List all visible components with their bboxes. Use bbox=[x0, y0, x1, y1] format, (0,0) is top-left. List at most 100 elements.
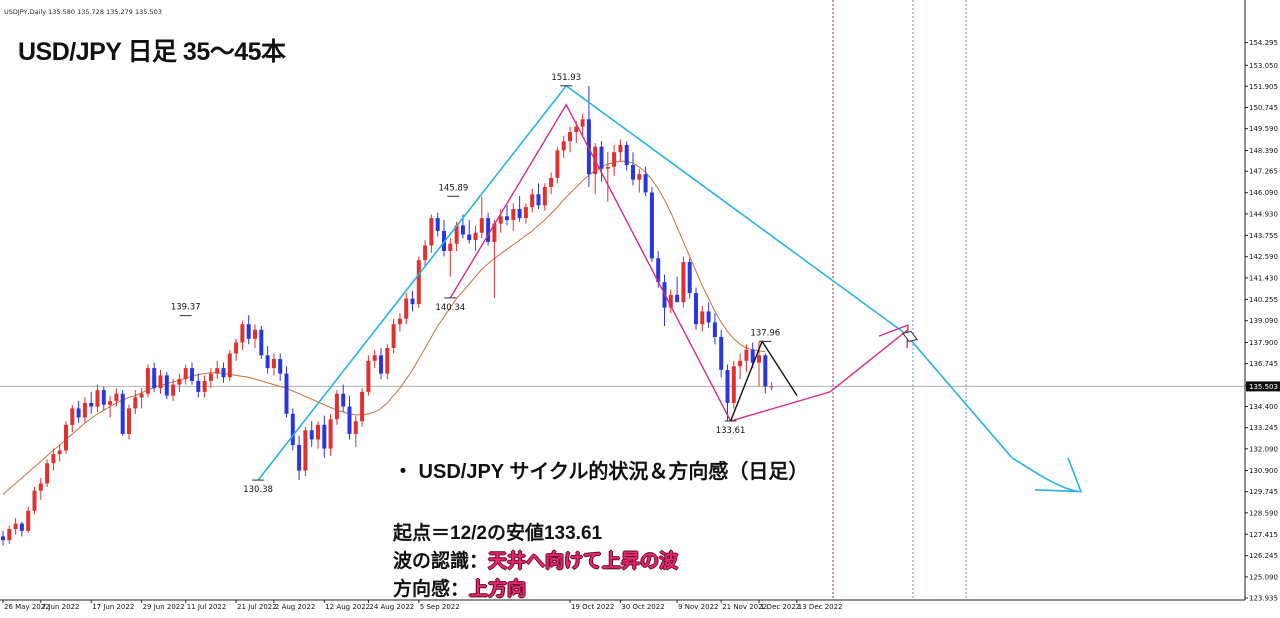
candle bbox=[70, 404, 75, 433]
candle bbox=[681, 256, 686, 308]
candle-body bbox=[57, 450, 62, 455]
candle-body bbox=[536, 194, 541, 206]
x-tick-label: 13 Dec 2022 bbox=[798, 603, 843, 611]
candle bbox=[725, 364, 730, 421]
candle bbox=[530, 188, 535, 213]
candle-body bbox=[517, 209, 522, 219]
candle-body bbox=[492, 223, 497, 242]
candle-body bbox=[561, 141, 566, 151]
candle-body bbox=[486, 218, 491, 242]
candle-body bbox=[511, 209, 516, 220]
candle bbox=[278, 353, 283, 381]
candle bbox=[133, 390, 138, 414]
y-tick-label: 150.745 bbox=[1249, 104, 1278, 112]
candle bbox=[265, 346, 270, 374]
start-point-text: 起点＝12/2の安値133.61 bbox=[393, 523, 603, 544]
y-tick-label: 148.390 bbox=[1249, 147, 1278, 155]
candle-body bbox=[757, 355, 761, 363]
candle-body bbox=[624, 144, 629, 165]
candle bbox=[45, 459, 50, 487]
x-tick-label: 21 Nov 2022 bbox=[722, 603, 767, 611]
candle-body bbox=[171, 384, 176, 396]
candle bbox=[19, 521, 24, 537]
candle bbox=[706, 302, 711, 328]
candle-body bbox=[397, 318, 402, 325]
candle bbox=[423, 240, 428, 268]
candle-body bbox=[89, 402, 94, 407]
candle bbox=[51, 448, 56, 471]
candle bbox=[379, 348, 383, 380]
x-tick-label: 17 Jun 2022 bbox=[92, 603, 134, 611]
candle bbox=[769, 382, 774, 391]
candle-body bbox=[353, 421, 358, 434]
cyan-arrowhead bbox=[1034, 457, 1083, 493]
y-tick-label: 128.590 bbox=[1249, 509, 1278, 517]
candle bbox=[391, 318, 396, 354]
x-tick-label: 29 Jun 2022 bbox=[143, 603, 185, 611]
candle bbox=[561, 135, 566, 158]
candle bbox=[215, 360, 220, 380]
candle bbox=[64, 421, 68, 455]
candle bbox=[341, 384, 346, 412]
candle bbox=[599, 141, 604, 182]
candle bbox=[360, 388, 365, 427]
candle-body bbox=[668, 294, 673, 308]
candle bbox=[328, 413, 333, 456]
candle bbox=[410, 291, 415, 312]
candle-body bbox=[19, 523, 24, 531]
y-tick-label: 133.245 bbox=[1249, 424, 1278, 432]
candle bbox=[202, 375, 207, 398]
candle bbox=[284, 366, 289, 418]
candle-body bbox=[309, 430, 314, 440]
price-point-label: 133.61 bbox=[716, 426, 746, 436]
candle bbox=[303, 426, 308, 477]
y-tick-label: 129.745 bbox=[1249, 488, 1278, 496]
candle-body bbox=[246, 324, 251, 339]
candle bbox=[612, 144, 617, 176]
candle bbox=[744, 344, 749, 372]
candle-body bbox=[435, 218, 440, 231]
current-price-badge: 135.503 bbox=[1246, 381, 1280, 392]
y-tick-label: 142.590 bbox=[1249, 253, 1278, 261]
candle-body bbox=[675, 294, 680, 303]
y-tick-label: 130.900 bbox=[1249, 467, 1278, 475]
candle bbox=[164, 371, 169, 400]
candle-body bbox=[612, 152, 617, 167]
candle-body bbox=[13, 523, 18, 530]
candle bbox=[429, 214, 434, 253]
candle-body bbox=[750, 349, 755, 363]
candle bbox=[183, 364, 188, 385]
candle-body bbox=[656, 258, 661, 283]
y-tick-label: 144.930 bbox=[1249, 210, 1278, 218]
x-tick-label: 30 Oct 2022 bbox=[621, 603, 664, 611]
candle-body bbox=[290, 413, 295, 445]
candle bbox=[26, 507, 31, 533]
candle-body bbox=[7, 529, 12, 541]
wave-value: 天井へ向けて上昇の波 bbox=[488, 551, 679, 572]
candle-body bbox=[404, 298, 409, 319]
candle bbox=[517, 196, 522, 222]
candle bbox=[712, 313, 717, 345]
y-tick-label: 153.050 bbox=[1249, 62, 1278, 70]
candle-body bbox=[82, 402, 87, 418]
notes-heading: ・ USD/JPY サイクル的状況＆方向感（日足） bbox=[393, 461, 809, 483]
candle bbox=[492, 219, 497, 298]
candle-body bbox=[278, 359, 283, 374]
candle-body bbox=[763, 355, 768, 387]
candle bbox=[385, 344, 390, 380]
candle bbox=[139, 388, 144, 409]
y-tick-label: 139.090 bbox=[1249, 317, 1278, 325]
candle bbox=[13, 518, 18, 535]
candle-body bbox=[101, 390, 106, 405]
candle bbox=[177, 373, 182, 392]
magenta-projection-line bbox=[730, 329, 909, 422]
candle-body bbox=[416, 260, 421, 305]
x-tick-label: 19 Oct 2022 bbox=[571, 603, 614, 611]
candle-body bbox=[164, 375, 169, 396]
y-tick-label: 143.755 bbox=[1249, 232, 1278, 240]
candle-body bbox=[221, 368, 226, 378]
price-point-label: 139.37 bbox=[171, 303, 201, 313]
candle-body bbox=[26, 510, 31, 531]
x-tick-label: 24 Aug 2022 bbox=[369, 603, 414, 611]
